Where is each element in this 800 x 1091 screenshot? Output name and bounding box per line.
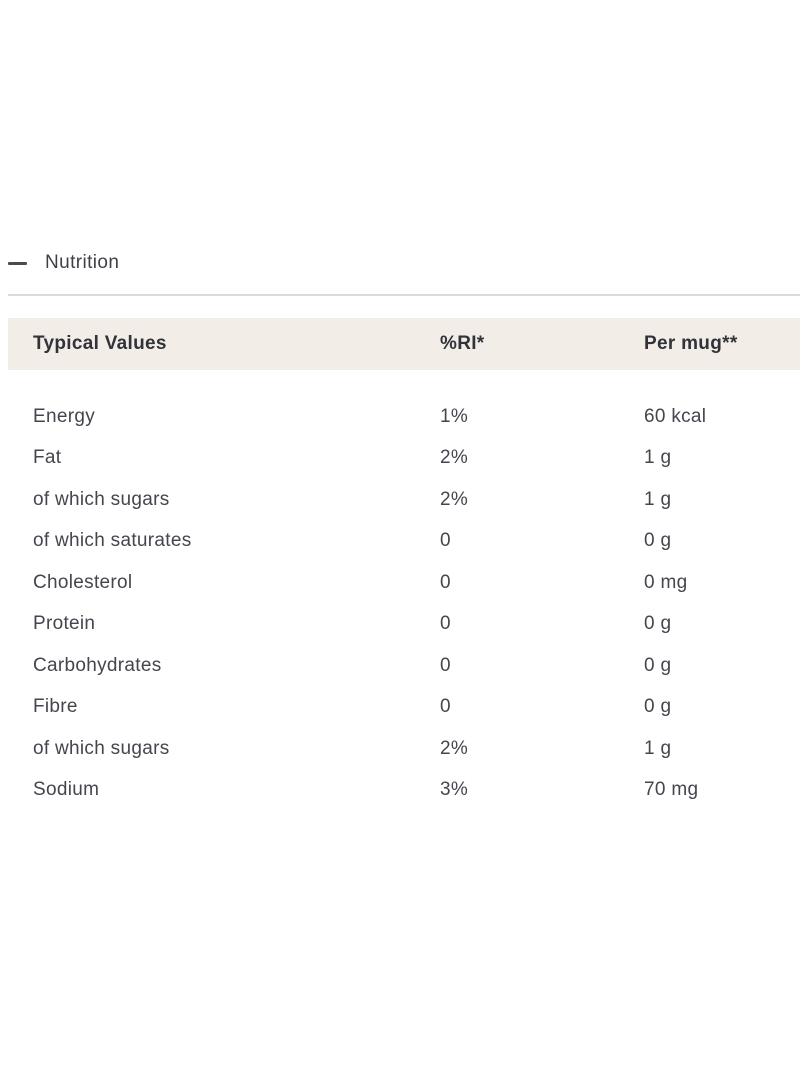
- row-permug-value: 1 g: [644, 737, 672, 759]
- header-ri: %RI*: [440, 333, 485, 354]
- row-ri-value: 3%: [440, 779, 469, 801]
- row-label: Energy: [33, 405, 96, 427]
- row-permug-value: 70 mg: [644, 779, 699, 801]
- row-permug-value: 0 g: [644, 613, 672, 635]
- row-label: Cholesterol: [33, 571, 133, 593]
- row-ri-value: 2%: [440, 447, 469, 469]
- table-row: Carbohydrates 0 0 g: [8, 645, 800, 687]
- row-permug-value: 1 g: [644, 447, 672, 469]
- row-ri-value: 2%: [440, 488, 469, 510]
- row-ri-value: 2%: [440, 737, 469, 759]
- row-label: Sodium: [33, 779, 100, 801]
- row-permug-value: 60 kcal: [644, 405, 707, 427]
- table-row: Cholesterol 0 0 mg: [8, 562, 800, 604]
- row-label: Protein: [33, 613, 96, 635]
- row-permug-value: 0 g: [644, 530, 672, 552]
- row-permug-value: 0 g: [644, 654, 672, 676]
- row-ri-value: 0: [440, 654, 451, 676]
- nutrition-accordion-header[interactable]: Nutrition: [8, 252, 800, 296]
- table-row: of which sugars 2% 1 g: [8, 479, 800, 521]
- header-per-mug: Per mug**: [644, 333, 738, 354]
- table-row: Fat 2% 1 g: [8, 438, 800, 480]
- nutrition-table: Typical Values %RI* Per mug** Energy 1% …: [8, 318, 800, 811]
- table-header-row: Typical Values %RI* Per mug**: [8, 318, 800, 370]
- table-body: Energy 1% 60 kcal Fat 2% 1 g of which su…: [8, 370, 800, 811]
- table-row: Energy 1% 60 kcal: [8, 396, 800, 438]
- row-ri-value: 1%: [440, 405, 469, 427]
- row-label: of which sugars: [33, 737, 170, 759]
- table-row: Sodium 3% 70 mg: [8, 770, 800, 812]
- table-row: Fibre 0 0 g: [8, 687, 800, 729]
- row-label: Carbohydrates: [33, 654, 162, 676]
- table-row: of which sugars 2% 1 g: [8, 728, 800, 770]
- minus-icon[interactable]: [8, 261, 27, 265]
- row-permug-value: 0 mg: [644, 571, 688, 593]
- row-label: Fat: [33, 447, 62, 469]
- row-label: Fibre: [33, 696, 78, 718]
- row-ri-value: 0: [440, 613, 451, 635]
- row-permug-value: 1 g: [644, 488, 672, 510]
- row-permug-value: 0 g: [644, 696, 672, 718]
- table-row: of which saturates 0 0 g: [8, 521, 800, 563]
- row-ri-value: 0: [440, 571, 451, 593]
- row-ri-value: 0: [440, 530, 451, 552]
- row-ri-value: 0: [440, 696, 451, 718]
- table-row: Protein 0 0 g: [8, 604, 800, 646]
- row-label: of which saturates: [33, 530, 192, 552]
- section-title: Nutrition: [45, 252, 120, 273]
- header-typical-values: Typical Values: [33, 333, 167, 354]
- row-label: of which sugars: [33, 488, 170, 510]
